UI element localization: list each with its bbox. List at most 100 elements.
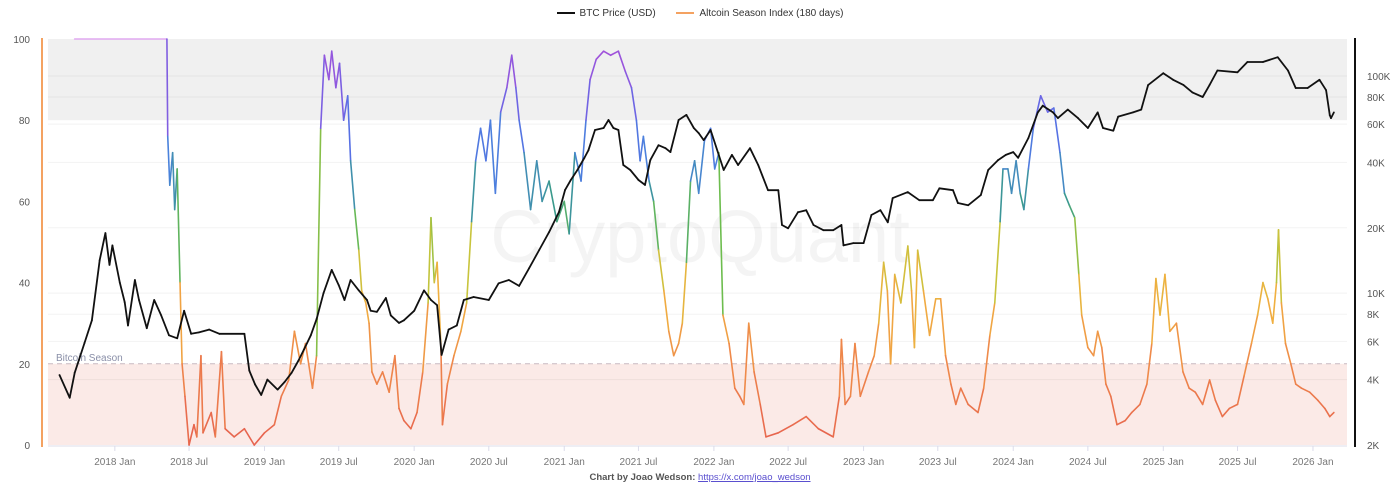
btc-price-point [111, 244, 114, 247]
altcoin-index-segment [1159, 273, 1166, 316]
legend-item-altcoin-index[interactable]: Altcoin Season Index (180 days) [676, 8, 843, 19]
btc-price-point [805, 209, 808, 212]
altcoin-index-segment [335, 62, 341, 89]
right-axis-tick-label: 80K [1367, 93, 1385, 104]
btc-price-point [669, 151, 672, 154]
altcoin-index-segment [1092, 330, 1099, 357]
altcoin-index-segment [353, 208, 360, 251]
altcoin-index-segment [959, 387, 969, 406]
btc-price-point [108, 263, 111, 266]
altcoin-index-segment [697, 139, 706, 195]
btc-price-point [447, 328, 450, 331]
x-axis-tick-label: 2019 Jan [244, 457, 285, 468]
btc-price-point [637, 179, 640, 181]
altcoin-index-segment [1308, 391, 1319, 402]
x-axis-tick-label: 2026 Jan [1292, 457, 1333, 468]
btc-price-point [349, 279, 352, 281]
altcoin-index-segment [1130, 403, 1141, 414]
altcoin-index-segment [358, 249, 363, 292]
altcoin-index-segment [722, 314, 730, 345]
altcoin-index-segment [765, 432, 780, 438]
btc-price-point [697, 132, 700, 134]
altcoin-index-segment [1155, 277, 1161, 316]
btc-price-point [276, 388, 279, 391]
btc-price-point [302, 348, 305, 351]
author-link[interactable]: https://x.com/joao_wedson [698, 472, 811, 483]
altcoin-index-segment [982, 334, 991, 389]
altcoin-index-segment [381, 371, 390, 394]
altcoin-index-segment [1175, 322, 1184, 373]
btc-price-point [1262, 61, 1264, 63]
altcoin-index-segment [1271, 281, 1278, 325]
altcoin-index-segment [689, 160, 696, 182]
altcoin-index-segment [394, 354, 400, 410]
btc-price-point [644, 184, 646, 186]
btc-price-point [1057, 117, 1059, 119]
altcoin-index-segment [349, 160, 356, 211]
altcoin-index-segment [196, 354, 202, 438]
btc-price-point [1012, 151, 1015, 154]
altcoin-season-band [48, 39, 1347, 121]
x-axis-tick-label: 2021 Jul [620, 457, 658, 468]
x-axis-tick-label: 2025 Jul [1219, 457, 1257, 468]
btc-price-point [1041, 104, 1044, 107]
right-axis-tick-label: 100K [1367, 72, 1391, 83]
btc-price-point [1216, 69, 1219, 72]
btc-price-point [1112, 129, 1115, 132]
btc-price-point [145, 327, 148, 330]
altcoin-index-segment [817, 427, 835, 438]
altcoin-index-segment [900, 245, 909, 304]
x-axis-tick-label: 2022 Jan [693, 457, 734, 468]
btc-price-point [564, 188, 566, 191]
altcoin-index-segment [1015, 160, 1021, 195]
altcoin-index-segment [220, 350, 226, 430]
btc-price-point [787, 227, 790, 230]
altcoin-index-segment [1023, 168, 1030, 211]
btc-price-point [1328, 114, 1331, 117]
altcoin-index-segment [166, 38, 169, 138]
btc-price-point [413, 309, 416, 312]
btc-price-point [462, 299, 465, 301]
altcoin-index-segment [1328, 411, 1335, 418]
altcoin-index-segment [663, 289, 670, 333]
altcoin-index-segment [977, 387, 985, 414]
btc-price-point [322, 292, 325, 295]
x-axis-tick-label: 2021 Jan [544, 457, 585, 468]
x-axis-tick-label: 2020 Jan [394, 457, 435, 468]
altcoin-index-segment [328, 50, 333, 81]
altcoin-index-segment [280, 379, 290, 398]
altcoin-index-segment [672, 342, 680, 357]
altcoin-index-segment [563, 200, 570, 235]
altcoin-index-segment [518, 119, 525, 154]
btc-price-point [153, 299, 156, 301]
altcoin-index-segment [1182, 371, 1190, 389]
btc-price-point [123, 301, 126, 303]
btc-price-point [737, 164, 739, 166]
x-axis-tick-label: 2020 Jul [470, 457, 508, 468]
btc-price-point [1086, 127, 1089, 129]
altcoin-index-segment [376, 371, 384, 385]
altcoin-index-segment [759, 403, 767, 438]
altcoin-index-segment [928, 298, 937, 337]
altcoin-index-segment [681, 261, 688, 325]
altcoin-index-segment [1236, 375, 1245, 406]
btc-price-point [692, 127, 695, 129]
altcoin-index-segment [913, 249, 919, 349]
btc-price-point [812, 224, 815, 226]
btc-price-point [617, 129, 620, 131]
altcoin-index-segment [181, 362, 186, 398]
altcoin-index-segment [1063, 192, 1071, 207]
altcoin-index-segment [529, 160, 538, 211]
btc-price-point [1077, 117, 1079, 119]
btc-price-point [168, 334, 170, 337]
x-axis-tick-label: 2023 Jan [843, 457, 884, 468]
altcoin-index-segment [253, 432, 266, 446]
altcoin-index-segment [171, 151, 176, 211]
legend-item-btc[interactable]: BTC Price (USD) [556, 8, 656, 19]
btc-price-point [1182, 83, 1185, 86]
btc-price-point [731, 154, 733, 156]
btc-price-point [997, 159, 999, 161]
altcoin-index-segment [388, 354, 396, 394]
btc-price-point [891, 197, 894, 200]
altcoin-index-segment [617, 50, 627, 73]
